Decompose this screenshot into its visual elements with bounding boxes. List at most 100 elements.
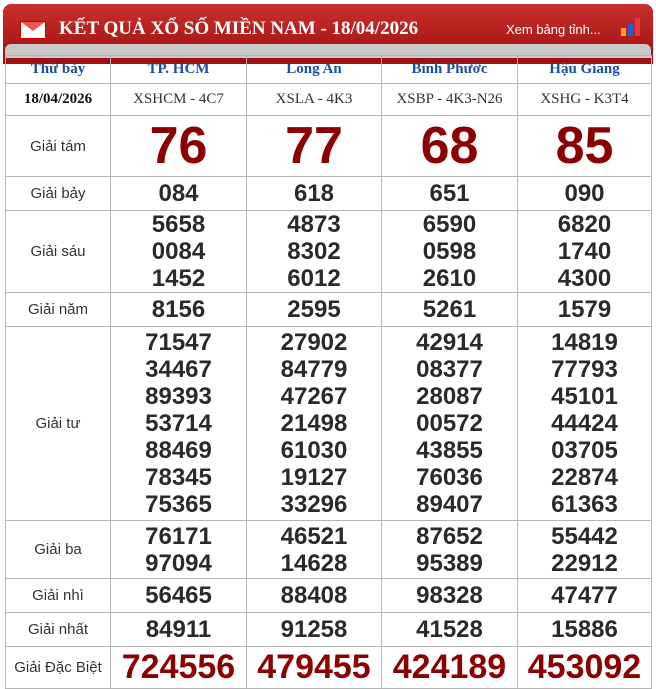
- prize-number: 618: [293, 180, 335, 207]
- draw-date: 18/04/2026: [5, 83, 111, 116]
- prize-number: 6820: [557, 211, 612, 238]
- prize-number: 77793: [551, 356, 618, 383]
- prize-number: 084: [158, 180, 199, 207]
- prize-number: 22874: [551, 464, 618, 491]
- prize-label: Giải tư: [5, 326, 111, 521]
- ticket-code: XSBP - 4K3-N26: [381, 83, 518, 116]
- prize-number: 87652: [416, 522, 483, 550]
- prize-number: 21498: [280, 410, 348, 437]
- prize-number: 85: [555, 117, 614, 175]
- mail-icon: [20, 21, 46, 39]
- prize-number: 2595: [287, 296, 341, 323]
- prize-label: Giải ba: [5, 520, 111, 579]
- prize-cell: 27902 84779 47267 21498 61030 19127 33296: [246, 326, 382, 521]
- prize-number: 89407: [416, 491, 483, 518]
- prize-cell: 651: [381, 176, 518, 211]
- prize-row: Giải Đặc Biệt 724556 479455 424189 453092: [5, 646, 652, 689]
- prize-number: 46521: [280, 522, 348, 550]
- prize-label: Giải năm: [5, 292, 111, 327]
- prize-number: 0084: [151, 238, 206, 265]
- ticket-code: XSHCM - 4C7: [110, 83, 247, 116]
- header-row: Thứ bảy TP. HCM Long An Bình Phước Hậu Giang: [5, 55, 652, 84]
- prize-cell: 14819 77793 45101 44424 03705 22874 61363: [517, 326, 652, 521]
- code-row: 18/04/2026 XSHCM - 4C7 XSLA - 4K3 XSBP - 4K…: [5, 83, 652, 116]
- prize-cell: 8156: [110, 292, 247, 327]
- prize-number: 33296: [280, 491, 348, 518]
- prize-cell: 46521 14628: [246, 520, 382, 579]
- province-header[interactable]: Bình Phước: [381, 55, 518, 84]
- prize-number: 03705: [551, 437, 618, 464]
- prize-cell: 5658 0084 1452: [110, 210, 247, 293]
- prize-number: 00572: [416, 410, 483, 437]
- province-header[interactable]: Long An: [246, 55, 382, 84]
- prize-number: 61363: [551, 491, 618, 518]
- prize-row: Giải sáu 5658 0084 1452 4873 8302 6012 6590 0598…: [5, 210, 652, 293]
- prize-number: 42914: [416, 329, 483, 356]
- prize-row: Giải năm 8156 2595 5261 1579: [5, 292, 652, 327]
- prize-number: 5658: [151, 211, 206, 238]
- prize-number: 479455: [257, 648, 371, 686]
- prize-cell: 090: [517, 176, 652, 211]
- prize-number: 95389: [416, 549, 483, 577]
- prize-number: 08377: [416, 356, 483, 383]
- prize-cell: 42914 08377 28087 00572 43855 76036 89407: [381, 326, 518, 521]
- prize-number: 53714: [145, 410, 212, 437]
- prize-cell: 68: [381, 115, 518, 177]
- prize-cell: 85: [517, 115, 652, 177]
- prize-number: 98328: [416, 582, 483, 609]
- prize-number: 76: [149, 117, 208, 175]
- prize-number: 47267: [280, 383, 348, 410]
- prize-number: 724556: [121, 648, 236, 686]
- prize-number: 76036: [416, 464, 483, 491]
- prize-number: 4300: [557, 265, 612, 292]
- prize-number: 61030: [280, 437, 348, 464]
- prize-cell: 71547 34467 89393 53714 88469 78345 75365: [110, 326, 247, 521]
- prize-cell: 56465: [110, 578, 247, 613]
- prize-cell: 87652 95389: [381, 520, 518, 579]
- prize-cell: 4873 8302 6012: [246, 210, 382, 293]
- prize-label: Giải sáu: [5, 210, 111, 293]
- prize-cell: 98328: [381, 578, 518, 613]
- prize-number: 91258: [280, 616, 348, 643]
- prize-number: 19127: [280, 464, 348, 491]
- ticket-code: XSLA - 4K3: [246, 83, 382, 116]
- prize-number: 424189: [392, 648, 507, 686]
- bar-chart-icon[interactable]: [619, 18, 643, 36]
- prize-label: Giải nhất: [5, 612, 111, 647]
- prize-cell: 88408: [246, 578, 382, 613]
- prize-number: 71547: [145, 329, 212, 356]
- ticket-code: XSHG - K3T4: [517, 83, 652, 116]
- province-header[interactable]: TP. HCM: [110, 55, 247, 84]
- prize-cell: 41528: [381, 612, 518, 647]
- province-header[interactable]: Hậu Giang: [517, 55, 652, 84]
- prize-label: Giải bảy: [5, 176, 111, 211]
- prize-number: 453092: [527, 648, 642, 686]
- page-title: KẾT QUẢ XỔ SỐ MIỀN NAM - 18/04/2026: [59, 18, 419, 39]
- prize-number: 651: [429, 180, 470, 207]
- prize-cell: 1579: [517, 292, 652, 327]
- prize-number: 4873: [287, 211, 341, 238]
- prize-cell: 453092: [517, 646, 652, 689]
- prize-number: 6012: [287, 265, 341, 292]
- prize-row: Giải nhất 84911 91258 41528 15886: [5, 612, 652, 647]
- prize-number: 77: [285, 117, 343, 175]
- prize-cell: 84911: [110, 612, 247, 647]
- prize-cell: 91258: [246, 612, 382, 647]
- prize-cell: 76171 97094: [110, 520, 247, 579]
- prize-number: 84779: [280, 356, 348, 383]
- results-table: Thứ bảy TP. HCM Long An Bình Phước Hậu Giang…: [5, 55, 652, 689]
- prize-number: 1579: [557, 296, 612, 323]
- prize-number: 6590: [422, 211, 477, 238]
- prize-number: 41528: [416, 616, 483, 643]
- prize-number: 44424: [551, 410, 618, 437]
- prize-number: 43855: [416, 437, 483, 464]
- prize-cell: 76: [110, 115, 247, 177]
- prize-cell: 15886: [517, 612, 652, 647]
- prize-cell: 55442 22912: [517, 520, 652, 579]
- prize-label: Giải tám: [5, 115, 111, 177]
- prize-cell: 77: [246, 115, 382, 177]
- prize-number: 88469: [145, 437, 212, 464]
- prize-number: 47477: [551, 582, 618, 609]
- prize-number: 97094: [145, 549, 212, 577]
- view-province-table-link[interactable]: Xem bảng tỉnh...: [506, 22, 601, 37]
